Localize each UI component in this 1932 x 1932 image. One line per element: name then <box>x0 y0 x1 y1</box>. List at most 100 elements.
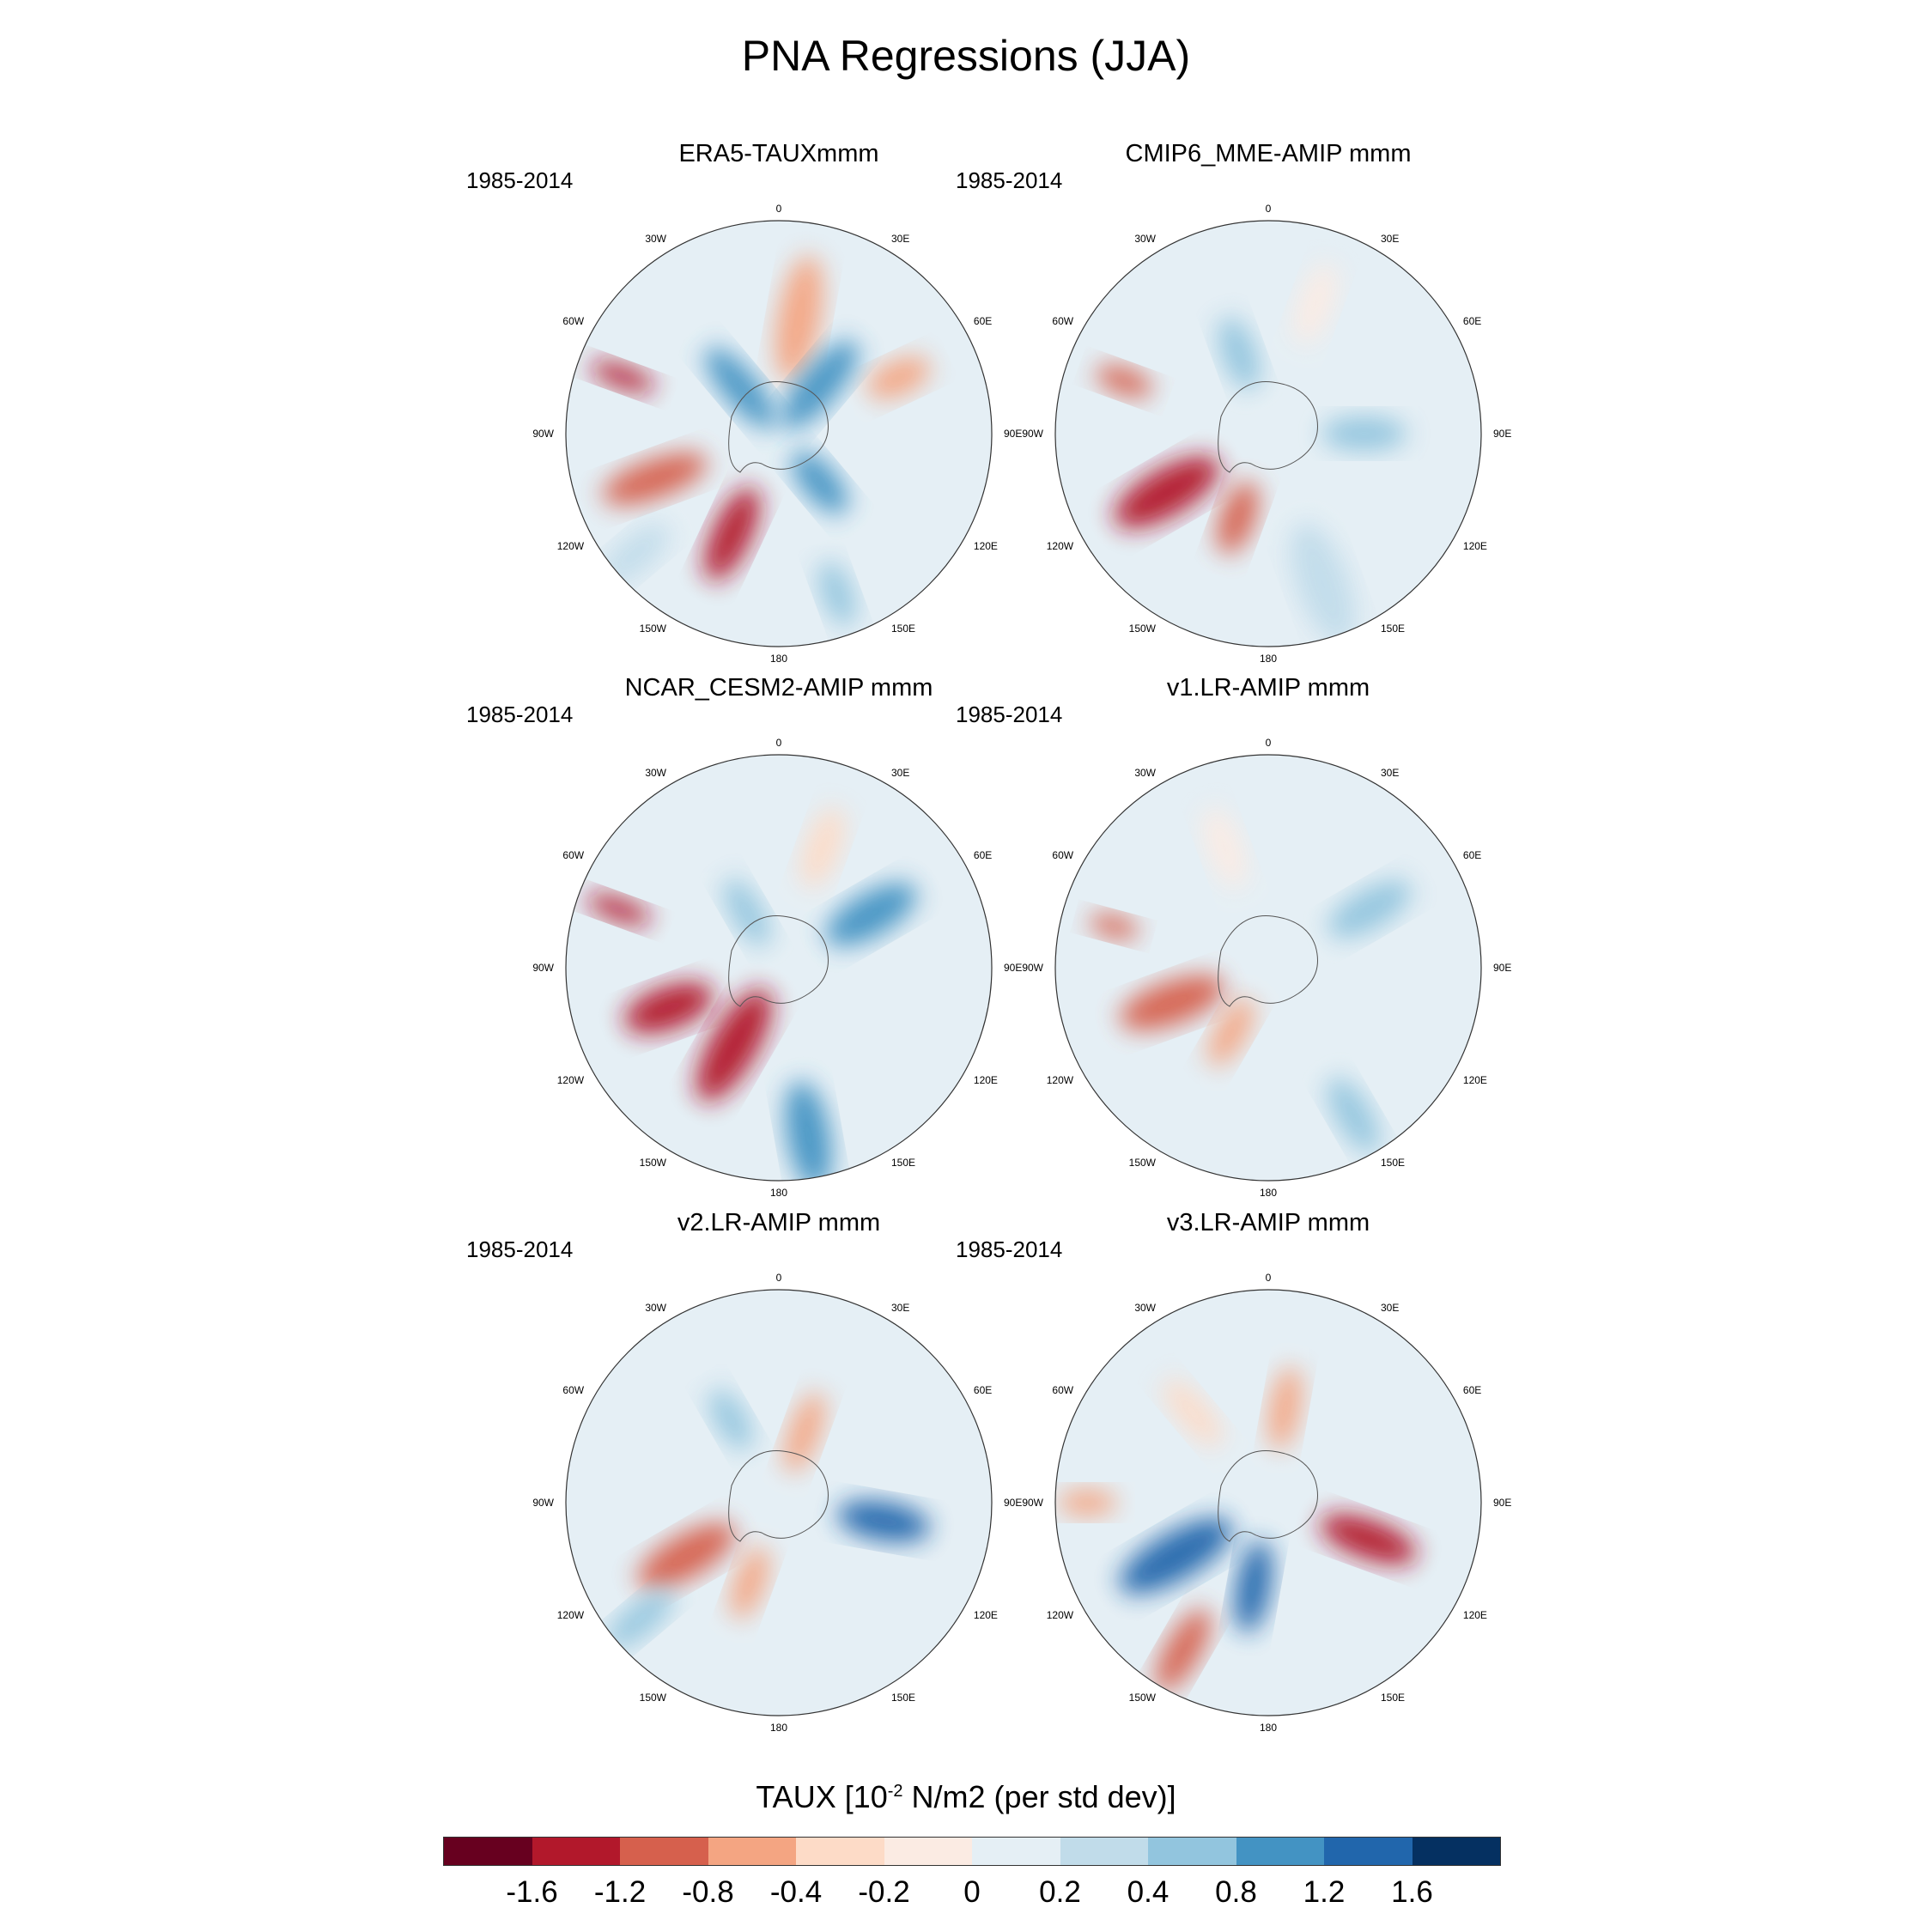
anomaly-region <box>1327 880 1412 939</box>
longitude-label: 0 <box>776 203 782 215</box>
panel-period: 1985-2014 <box>956 1236 1063 1262</box>
colorbar-title-suffix: N/m2 (per std dev)] <box>902 1779 1176 1814</box>
colorbar-tick-label: -0.4 <box>769 1875 823 1909</box>
colorbar-tick-label: -1.2 <box>593 1875 647 1909</box>
panel-period: 1985-2014 <box>466 702 574 727</box>
longitude-label: 60E <box>974 849 992 861</box>
anomaly-region <box>704 487 760 581</box>
anomaly-region <box>1235 1540 1273 1633</box>
colorbar-swatch <box>444 1838 532 1865</box>
longitude-label: 30W <box>1134 1302 1156 1314</box>
anomaly-region <box>605 1589 675 1649</box>
colorbar-swatch <box>1148 1838 1236 1865</box>
anomaly-region <box>1089 914 1139 939</box>
longitude-label: 120E <box>1463 1609 1487 1621</box>
anomaly-region <box>1290 523 1356 645</box>
map-background <box>1055 1290 1481 1716</box>
colorbar-tick-label: 0.8 <box>1215 1875 1257 1909</box>
colorbar-tick-label: 0.2 <box>1039 1875 1081 1909</box>
anomaly-region <box>1119 975 1225 1030</box>
colorbar-swatch <box>796 1838 884 1865</box>
anomaly-region <box>1321 416 1407 451</box>
panel-title: ERA5-TAUXmmm <box>678 140 879 167</box>
colorbar-tick-label: -0.2 <box>858 1875 910 1909</box>
anomaly-region <box>623 981 714 1034</box>
anomaly-region <box>775 255 823 382</box>
longitude-label: 150W <box>1129 1692 1157 1704</box>
longitude-label: 150E <box>1381 1157 1405 1169</box>
longitude-label: 0 <box>776 737 782 749</box>
colorbar-swatch <box>1236 1838 1324 1865</box>
longitude-label: 120W <box>1047 1074 1074 1086</box>
longitude-label: 150E <box>1381 623 1405 635</box>
anomaly-region <box>730 1546 769 1619</box>
longitude-label: 60E <box>1463 849 1481 861</box>
antarctica-coastline <box>728 1450 829 1542</box>
longitude-label: 90E <box>1004 428 1022 440</box>
colorbar-swatch <box>1324 1838 1413 1865</box>
longitude-label: 90W <box>532 962 554 974</box>
longitude-label: 90W <box>532 1497 554 1509</box>
colorbar-swatch <box>708 1838 796 1865</box>
polar-map: 0 30E 60E 90E 120E 150E 180 150W 120W 90W 60W 30W <box>532 737 1022 1199</box>
longitude-label: 120W <box>1047 1609 1074 1621</box>
longitude-label: 150W <box>1129 1157 1157 1169</box>
anomaly-region <box>696 988 772 1103</box>
longitude-label: 120E <box>1463 1074 1487 1086</box>
anomaly-region <box>781 340 859 429</box>
map-border <box>565 220 993 647</box>
anomaly-region <box>590 361 655 392</box>
map-panel-v3: v3.LR-AMIP mmm 1985-2014 0 30E 60E 90E 120E 1… <box>956 1209 1511 1743</box>
panel-period: 1985-2014 <box>956 167 1063 193</box>
colorbar-tick-label: 0.4 <box>1127 1875 1170 1909</box>
anomaly-region <box>866 356 931 399</box>
colorbar-title-exponent: -2 <box>887 1782 903 1801</box>
main-title: PNA Regressions (JJA) <box>741 32 1191 80</box>
anomaly-region <box>800 807 845 889</box>
longitude-label: 60E <box>974 1384 992 1396</box>
map-panel-v1: v1.LR-AMIP mmm 1985-2014 0 30E 60E 90E 120E 1… <box>956 674 1511 1208</box>
longitude-label: 180 <box>770 1722 787 1734</box>
antarctica-coastline <box>728 915 829 1007</box>
anomaly-region <box>1268 1366 1302 1451</box>
longitude-label: 0 <box>1266 1272 1272 1284</box>
longitude-label: 120W <box>557 1074 585 1086</box>
longitude-label: 90W <box>1022 1497 1043 1509</box>
anomaly-region <box>709 1388 753 1450</box>
colorbar-swatch <box>972 1838 1060 1865</box>
longitude-label: 90E <box>1004 962 1022 974</box>
anomaly-region <box>837 1500 931 1542</box>
longitude-label: 180 <box>770 653 787 665</box>
anomaly-region <box>825 883 917 946</box>
longitude-label: 90W <box>1022 428 1043 440</box>
map-panel-cesm2: NCAR_CESM2-AMIP mmm 1985-2014 0 30E 60E 90E… <box>466 674 1022 1208</box>
antarctica-coastline <box>1218 915 1318 1007</box>
longitude-label: 0 <box>1266 737 1272 749</box>
longitude-label: 30E <box>1381 1302 1399 1314</box>
anomaly-region <box>792 451 848 514</box>
map-background <box>566 1290 992 1716</box>
longitude-label: 60W <box>562 1384 584 1396</box>
longitude-label: 0 <box>1266 203 1272 215</box>
map-background <box>1055 755 1481 1181</box>
anomaly-region <box>1163 1378 1223 1448</box>
map-panel-v2: v2.LR-AMIP mmm 1985-2014 0 30E 60E 90E 120E 1… <box>466 1209 1022 1743</box>
longitude-label: 30W <box>1134 233 1156 245</box>
longitude-label: 180 <box>770 1187 787 1199</box>
anomaly-region <box>705 347 776 429</box>
anomaly-region <box>1057 1490 1117 1516</box>
colorbar-tick-label: 0 <box>963 1875 981 1909</box>
anomaly-region <box>637 1522 736 1589</box>
longitude-label: 60E <box>974 315 992 327</box>
colorbar-swatch <box>620 1838 708 1865</box>
longitude-label: 30E <box>891 767 909 779</box>
map-background <box>566 221 992 647</box>
longitude-label: 120E <box>974 1074 998 1086</box>
longitude-label: 120E <box>974 1609 998 1621</box>
longitude-label: 120W <box>557 1609 585 1621</box>
panel-period: 1985-2014 <box>466 1236 574 1262</box>
longitude-label: 180 <box>1260 1722 1277 1734</box>
colorbar-swatch <box>884 1838 972 1865</box>
antarctica-coastline <box>1218 1450 1318 1542</box>
